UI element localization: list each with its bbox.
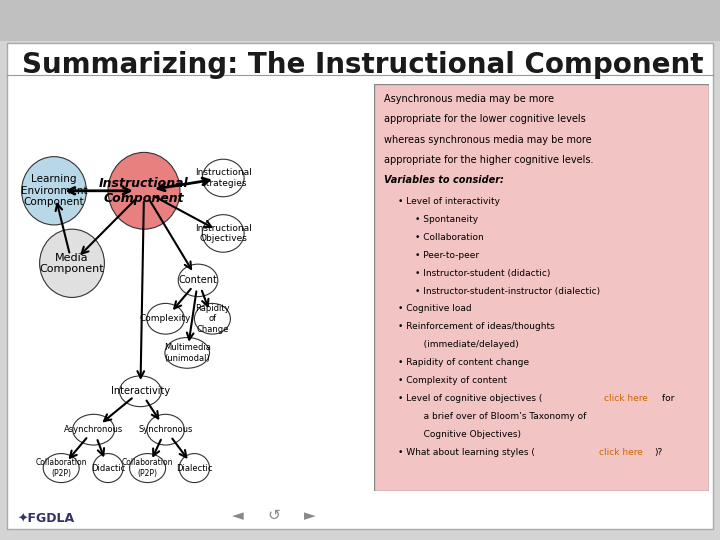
Text: • Cognitive load: • Cognitive load [398, 305, 472, 313]
Text: • Complexity of content: • Complexity of content [398, 376, 507, 385]
Text: Complexity: Complexity [140, 314, 192, 323]
Text: • Peer-to-peer: • Peer-to-peer [415, 251, 479, 260]
Ellipse shape [147, 414, 184, 445]
Text: (immediate/delayed): (immediate/delayed) [415, 340, 518, 349]
Text: whereas synchronous media may be more: whereas synchronous media may be more [384, 134, 592, 145]
FancyArrowPatch shape [154, 196, 212, 227]
FancyArrowPatch shape [97, 440, 104, 455]
Text: • Level of cognitive objectives (: • Level of cognitive objectives ( [398, 394, 542, 403]
Text: • Instructor-student (didactic): • Instructor-student (didactic) [415, 268, 550, 278]
Ellipse shape [120, 376, 161, 407]
Ellipse shape [108, 152, 180, 229]
Text: Dialectic: Dialectic [176, 463, 212, 472]
Text: click here: click here [599, 448, 642, 457]
FancyBboxPatch shape [0, 0, 720, 40]
Text: )?: )? [654, 448, 662, 457]
FancyArrowPatch shape [138, 202, 144, 378]
FancyArrowPatch shape [146, 401, 158, 418]
Text: • Rapidity of content change: • Rapidity of content change [398, 358, 529, 367]
Text: Content: Content [179, 275, 217, 285]
FancyArrowPatch shape [150, 200, 191, 269]
Text: Instructional
Objectives: Instructional Objectives [195, 224, 251, 243]
Text: Variables to consider:: Variables to consider: [384, 176, 504, 185]
Text: Interactivity: Interactivity [111, 386, 170, 396]
Text: Summarizing: The Instructional Component: Summarizing: The Instructional Component [22, 51, 703, 79]
Ellipse shape [40, 229, 104, 298]
Text: ↺: ↺ [267, 508, 280, 523]
Text: a brief over of Bloom’s Taxonomy of: a brief over of Bloom’s Taxonomy of [415, 412, 586, 421]
Text: ►: ► [304, 508, 315, 523]
Text: appropriate for the lower cognitive levels: appropriate for the lower cognitive leve… [384, 114, 586, 124]
Text: • Collaboration: • Collaboration [415, 233, 483, 242]
FancyArrowPatch shape [153, 440, 161, 456]
Ellipse shape [43, 454, 79, 483]
Text: Synchronous: Synchronous [138, 425, 193, 434]
Text: • Spontaneity: • Spontaneity [415, 215, 477, 224]
Ellipse shape [202, 159, 244, 197]
FancyBboxPatch shape [374, 84, 709, 491]
FancyArrowPatch shape [70, 438, 86, 458]
FancyArrowPatch shape [172, 438, 186, 457]
Text: Asynchronous: Asynchronous [64, 425, 123, 434]
Text: appropriate for the higher cognitive levels.: appropriate for the higher cognitive lev… [384, 155, 594, 165]
Text: for: for [659, 394, 675, 403]
Ellipse shape [179, 454, 210, 483]
FancyArrowPatch shape [68, 187, 130, 194]
FancyArrowPatch shape [55, 204, 69, 253]
Text: Didactic: Didactic [91, 463, 125, 472]
Text: Collaboration
(P2P): Collaboration (P2P) [35, 458, 87, 478]
Text: Collaboration
(P2P): Collaboration (P2P) [122, 458, 174, 478]
Text: Cognitive Objectives): Cognitive Objectives) [415, 430, 521, 439]
FancyArrowPatch shape [174, 289, 191, 308]
FancyBboxPatch shape [7, 43, 713, 529]
Text: ✦FGDLA: ✦FGDLA [18, 513, 75, 526]
Text: Instructional
Strategies: Instructional Strategies [195, 168, 251, 188]
Ellipse shape [93, 454, 123, 483]
Text: • Reinforcement of ideas/thoughts: • Reinforcement of ideas/thoughts [398, 322, 554, 332]
Text: Media
Component: Media Component [40, 253, 104, 274]
Text: Learning
Environment
Component: Learning Environment Component [21, 174, 87, 207]
Text: ◄: ◄ [232, 508, 243, 523]
Ellipse shape [194, 303, 230, 334]
Text: Asynchronous media may be more: Asynchronous media may be more [384, 94, 554, 104]
Text: Rapidity
of
Change: Rapidity of Change [195, 304, 230, 334]
Ellipse shape [130, 454, 166, 483]
FancyArrowPatch shape [81, 199, 136, 254]
FancyArrowPatch shape [104, 399, 132, 421]
FancyArrowPatch shape [187, 292, 197, 340]
Text: Multimedia
(unimodal): Multimedia (unimodal) [163, 343, 211, 362]
FancyArrowPatch shape [202, 291, 209, 306]
Text: • Instructor-student-instructor (dialectic): • Instructor-student-instructor (dialect… [415, 287, 600, 295]
Text: Instructional
Component: Instructional Component [99, 177, 189, 205]
Text: • What about learning styles (: • What about learning styles ( [398, 448, 535, 457]
Ellipse shape [165, 338, 210, 368]
Ellipse shape [73, 414, 114, 445]
Ellipse shape [22, 157, 86, 225]
FancyArrowPatch shape [158, 178, 210, 191]
Text: click here: click here [604, 394, 647, 403]
Text: • Level of interactivity: • Level of interactivity [398, 197, 500, 206]
Ellipse shape [179, 264, 218, 296]
Ellipse shape [202, 215, 244, 252]
Ellipse shape [147, 303, 184, 334]
